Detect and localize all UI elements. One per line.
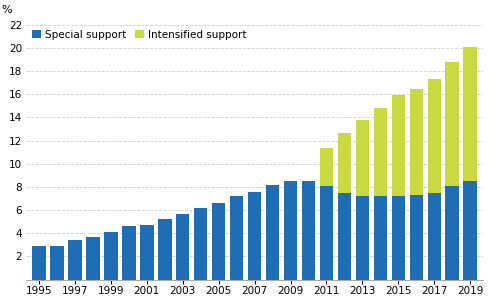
Bar xyxy=(428,79,441,193)
Bar xyxy=(338,133,351,193)
Bar xyxy=(338,193,351,279)
Bar xyxy=(409,88,423,195)
Bar xyxy=(176,214,190,279)
Bar xyxy=(464,47,477,181)
Bar xyxy=(284,181,297,279)
Bar xyxy=(50,246,64,279)
Bar xyxy=(445,186,459,279)
Bar xyxy=(409,195,423,279)
Bar xyxy=(248,191,261,279)
Bar xyxy=(86,237,100,279)
Bar xyxy=(140,225,154,279)
Bar xyxy=(32,246,46,279)
Bar xyxy=(374,196,387,279)
Bar xyxy=(374,108,387,196)
Bar xyxy=(392,95,405,196)
Bar xyxy=(355,196,369,279)
Bar xyxy=(428,193,441,279)
Bar xyxy=(320,148,333,186)
Bar xyxy=(445,62,459,186)
Bar xyxy=(302,181,315,279)
Bar xyxy=(464,181,477,279)
Bar xyxy=(158,219,171,279)
Bar xyxy=(230,196,244,279)
Text: %: % xyxy=(1,5,12,15)
Bar xyxy=(194,208,208,279)
Bar xyxy=(320,186,333,279)
Bar xyxy=(392,196,405,279)
Bar xyxy=(212,203,225,279)
Bar xyxy=(355,120,369,196)
Bar xyxy=(104,232,118,279)
Bar xyxy=(266,185,279,279)
Bar xyxy=(68,240,82,279)
Legend: Special support, Intensified support: Special support, Intensified support xyxy=(29,28,249,42)
Bar xyxy=(122,226,136,279)
